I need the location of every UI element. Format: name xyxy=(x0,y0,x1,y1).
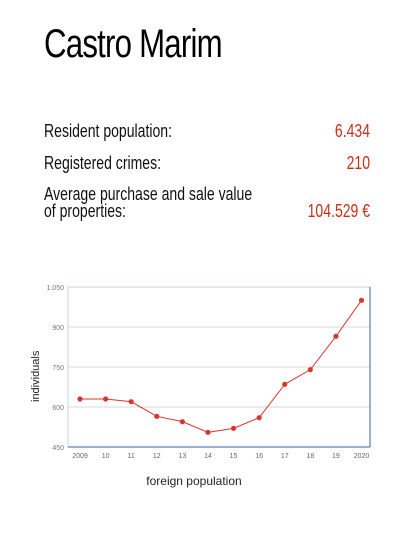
data-point xyxy=(333,333,339,339)
x-tick-label: 2020 xyxy=(354,453,370,460)
data-point xyxy=(205,429,211,435)
property-value-amount: 104.529 € xyxy=(307,201,370,221)
resident-population-label: Resident population: xyxy=(44,121,173,141)
data-point xyxy=(256,415,262,421)
data-point xyxy=(282,381,288,387)
data-point xyxy=(179,419,185,425)
x-axis-label: foreign population xyxy=(146,474,242,488)
data-point xyxy=(128,399,134,405)
data-point xyxy=(358,297,365,303)
x-tick-label: 10 xyxy=(102,453,110,460)
property-value-label-line2: of properties: xyxy=(44,201,126,221)
line-chart: 1.050 900 750 600 450 2009 10 11 12 13 14 15 16 17 18 1… xyxy=(46,285,371,460)
y-tick-label: 600 xyxy=(52,405,64,412)
y-axis-label: individuals xyxy=(30,350,42,402)
x-tick-label: 15 xyxy=(230,453,238,460)
x-tick-label: 2009 xyxy=(72,453,88,460)
y-tick-label: 900 xyxy=(52,325,64,332)
x-tick-label: 12 xyxy=(153,453,161,460)
data-point xyxy=(307,367,313,373)
page-title: Castro Marim xyxy=(44,22,223,66)
x-tick-label: 13 xyxy=(178,453,186,460)
x-tick-label: 18 xyxy=(306,453,314,460)
data-point xyxy=(230,425,237,431)
x-tick-label: 19 xyxy=(332,453,340,460)
x-tick-label: 14 xyxy=(204,453,212,460)
x-tick-label: 17 xyxy=(281,453,289,460)
registered-crimes-label: Registered crimes: xyxy=(44,153,162,173)
data-point xyxy=(154,413,160,419)
resident-population-value: 6.434 xyxy=(334,121,370,141)
y-tick-label: 450 xyxy=(52,445,64,452)
series-line xyxy=(80,300,362,433)
data-point xyxy=(77,396,83,402)
x-tick-label: 11 xyxy=(128,453,135,460)
property-value-label-line1: Average purchase and sale value xyxy=(44,184,253,204)
y-tick-label: 750 xyxy=(52,365,64,372)
data-point xyxy=(102,396,109,402)
x-tick-label: 16 xyxy=(255,453,263,460)
y-tick-label: 1.050 xyxy=(46,285,64,292)
registered-crimes-value: 210 xyxy=(346,153,370,173)
